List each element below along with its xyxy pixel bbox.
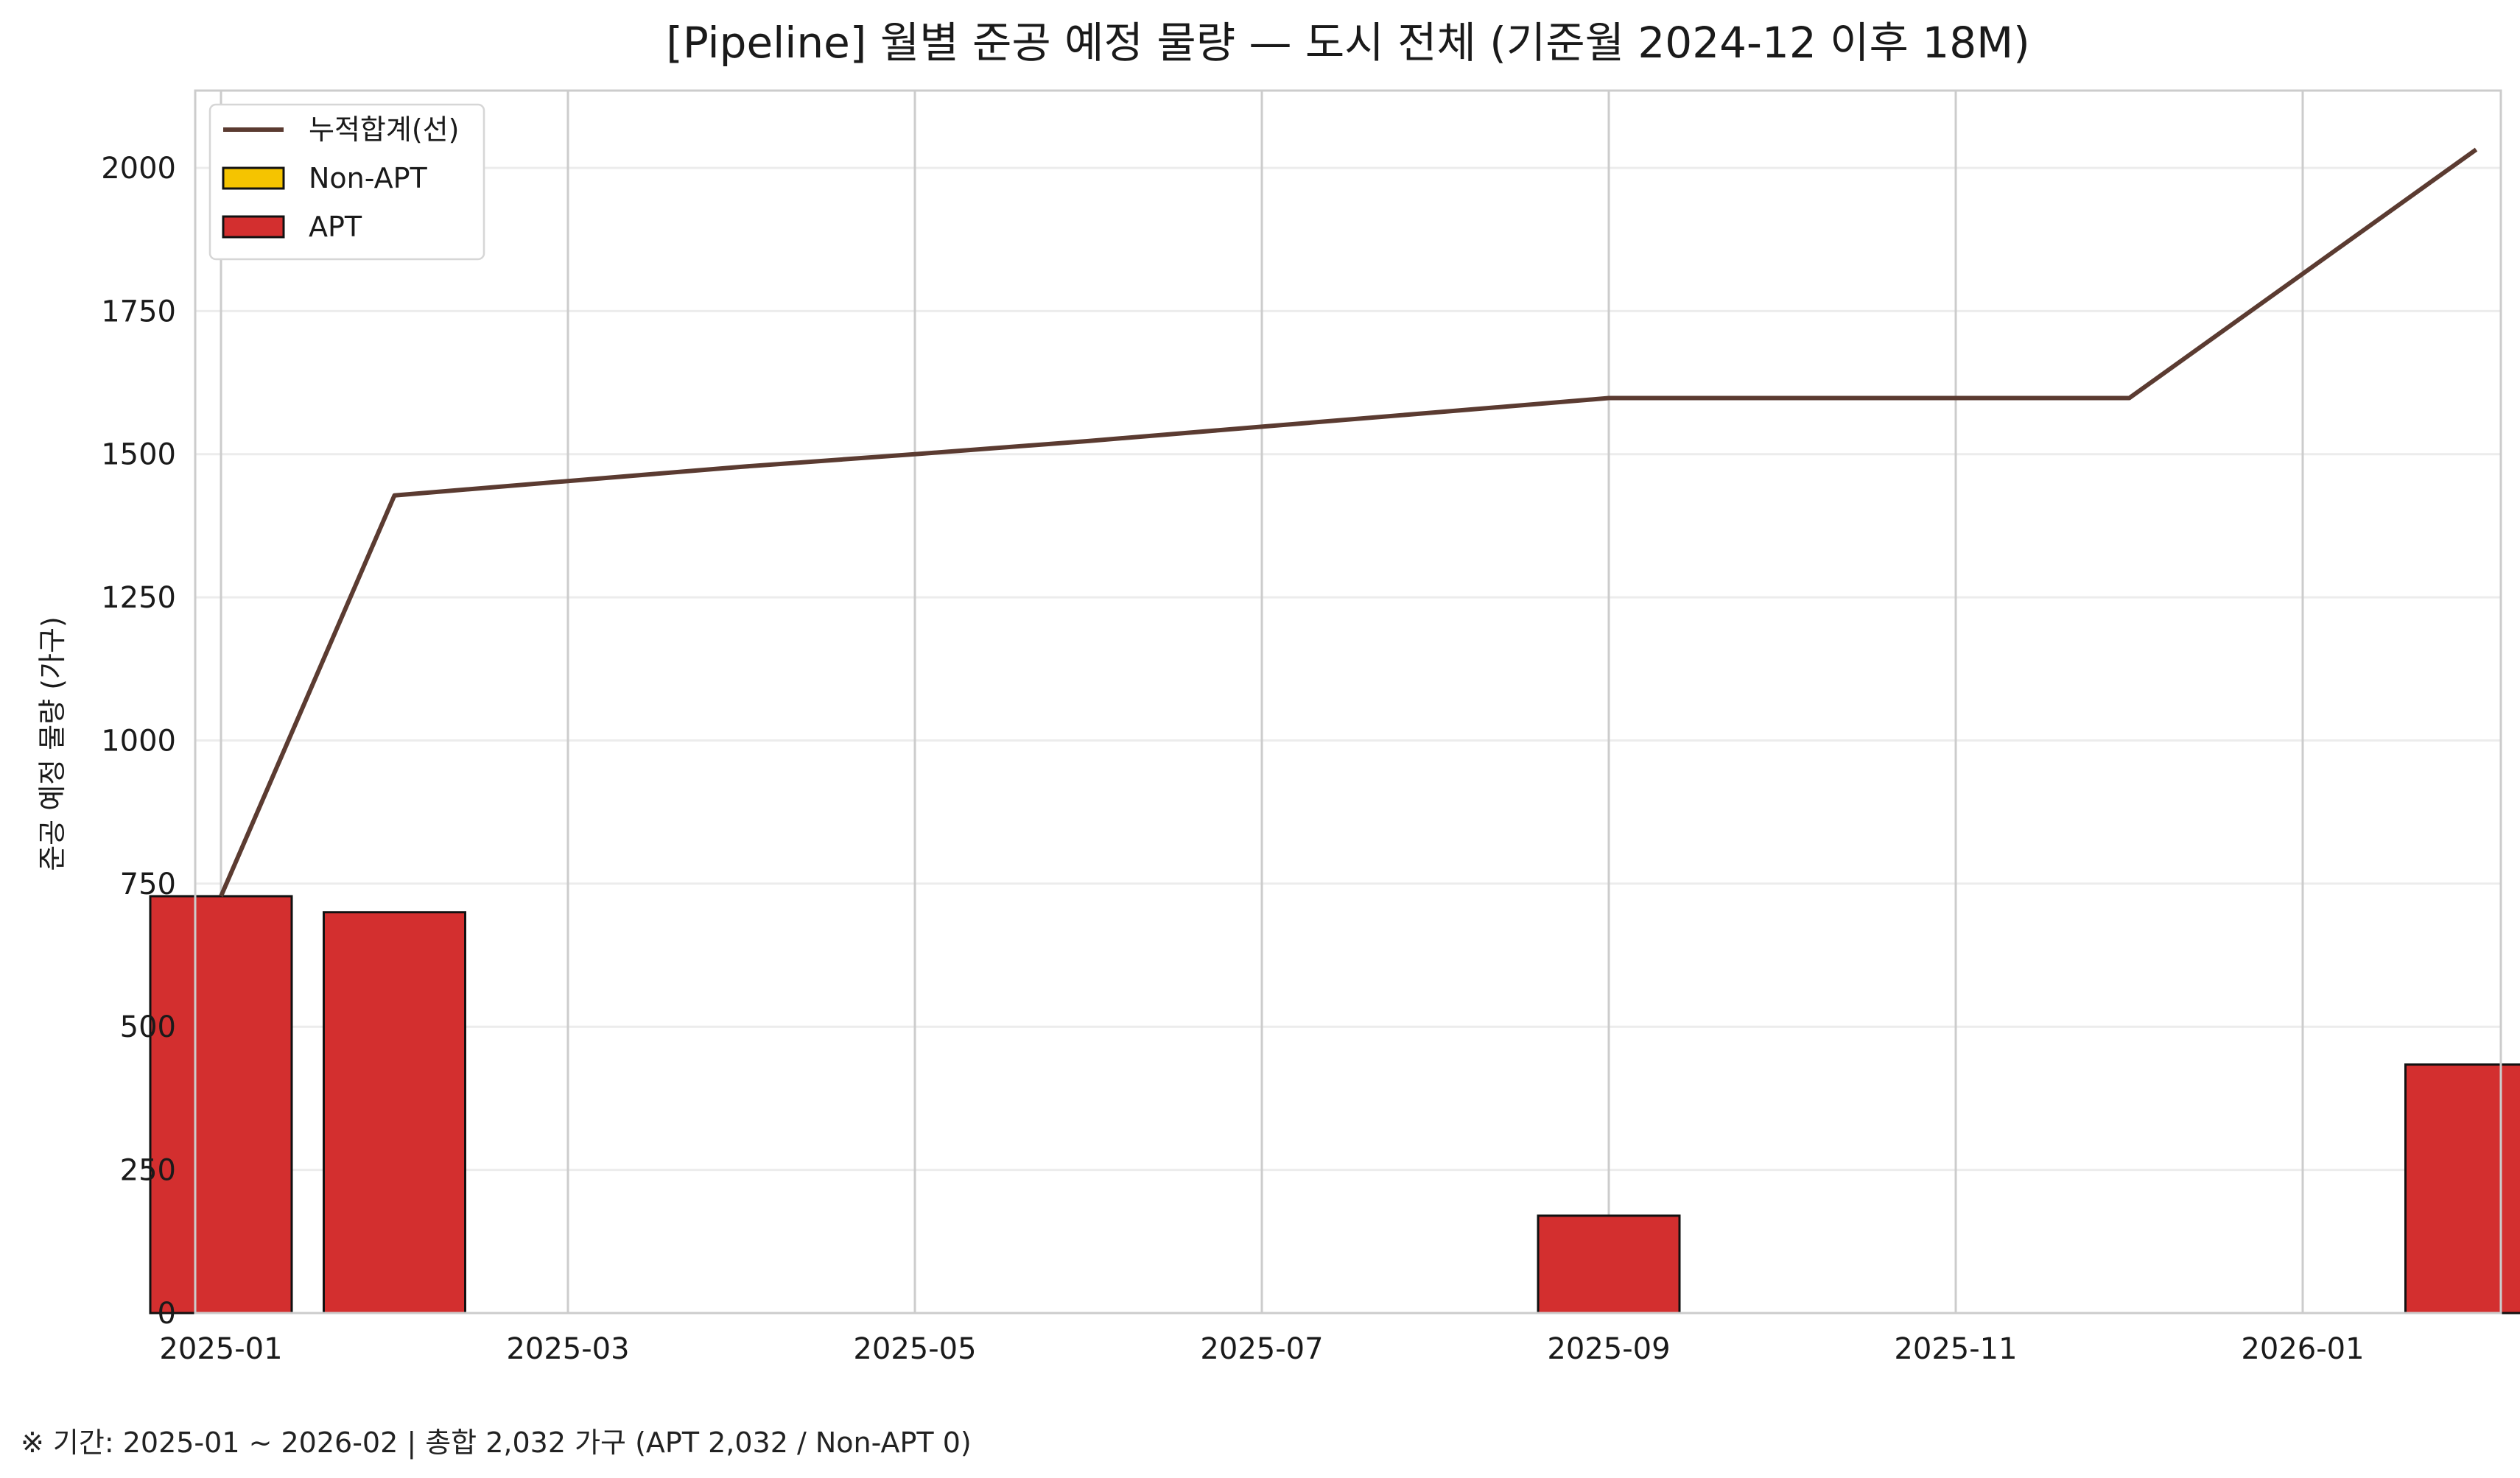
legend: 누적합계(선) Non-APT APT [208,103,485,261]
legend-label: 누적합계(선) [309,113,459,146]
x-tick-label: 2025-03 [506,1332,629,1366]
bar-apt-2025-02 [323,911,466,1315]
chart-title: [Pipeline] 월별 준공 예정 물량 — 도시 전체 (기준월 2024… [666,18,2030,68]
y-axis-label: 준공 예정 물량 (가구) [36,616,69,871]
chart: [Pipeline] 월별 준공 예정 물량 — 도시 전체 (기준월 2024… [36,18,2520,1366]
y-tick-label: 250 [120,1154,176,1188]
x-tick-label: 2025-05 [853,1332,976,1366]
x-tick-label: 2025-09 [1547,1332,1670,1366]
y-tick-label: 1750 [101,295,176,328]
plot-frame [194,89,2502,1315]
cumulative-line-series [219,147,2478,898]
gridlines [195,91,2501,1315]
y-tick-label: 0 [158,1297,176,1331]
bar-apt-2026-02 [2404,1063,2520,1315]
y-tick-label: 750 [120,868,176,901]
bar-apt-2025-09 [1537,1214,1681,1315]
footnote: ※ 기간: 2025-01 ~ 2026-02 | 총합 2,032 가구 (A… [21,1426,972,1459]
x-tick-label: 2025-07 [1200,1332,1323,1366]
bar-series [149,895,2520,1315]
bar-apt-2025-01 [149,895,293,1315]
x-tick-label: 2026-01 [2241,1332,2364,1366]
y-tick-label: 500 [120,1010,176,1044]
x-tick-label: 2025-01 [159,1332,282,1366]
y-tick-label: 1500 [101,438,176,472]
y-tick-label: 1250 [101,581,176,615]
legend-label: APT [309,211,362,243]
legend-swatch-apt [222,215,285,239]
legend-label: Non-APT [309,162,428,194]
y-tick-label: 2000 [101,152,176,186]
axes: 0 250 500 750 1000 1250 1500 1750 2000 2025-01 202… [101,89,2502,1366]
plot-area [195,91,2501,1313]
cumulative-line [219,147,2478,898]
legend-swatch-non-apt [222,166,285,190]
y-tick-label: 1000 [101,724,176,758]
x-tick-label: 2025-11 [1894,1332,2017,1366]
